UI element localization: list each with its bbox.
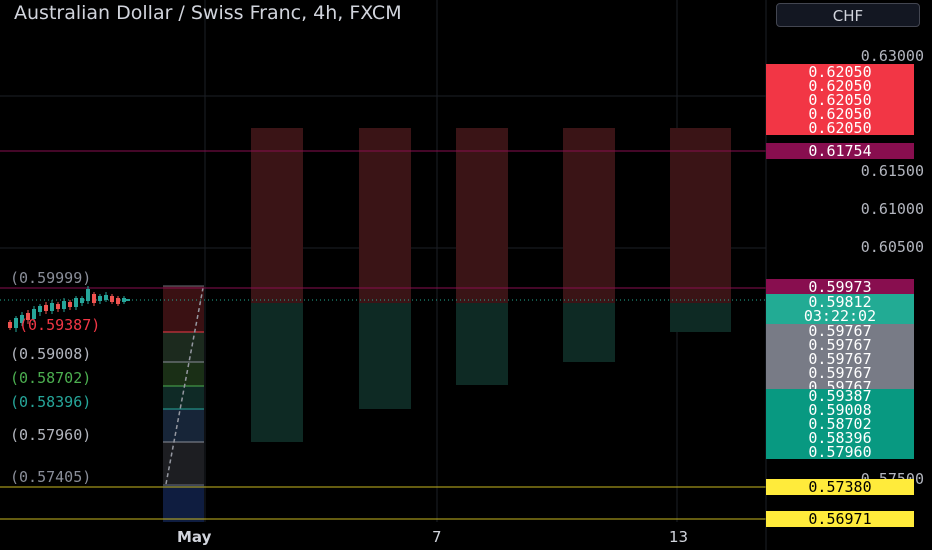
candle-body	[80, 298, 84, 303]
price-tag-59973: 0.59973	[766, 279, 914, 295]
candles	[8, 286, 130, 332]
candle-body	[74, 298, 78, 307]
level-label: (0.59008)	[10, 345, 92, 363]
price-tag: 0.59767	[808, 336, 872, 354]
red-zone	[359, 128, 411, 303]
red-zone	[251, 128, 303, 303]
price-tag: 0.62050	[808, 105, 872, 123]
green-zone	[563, 303, 615, 362]
price-tag-61754: 0.61754	[766, 143, 914, 159]
time-label-may: May	[177, 528, 212, 546]
candle-body	[110, 296, 114, 302]
price-tag-green-stack: 0.59387 0.59008 0.58702 0.58396 0.57960	[766, 387, 914, 461]
box-band	[163, 409, 204, 442]
price-tag: 0.59387	[808, 387, 872, 405]
price-tag: 0.62050	[808, 63, 872, 81]
price-tag: 0.58396	[808, 429, 872, 447]
level-label: (0.58396)	[10, 393, 92, 411]
axis-label: 0.60500	[860, 238, 924, 256]
price-tag: 0.57960	[808, 443, 872, 461]
level-label: (0.58702)	[10, 369, 92, 387]
candle-body	[104, 295, 108, 300]
candle-body	[20, 315, 24, 323]
red-zone	[563, 128, 615, 303]
red-zone	[670, 128, 731, 303]
candle-body	[126, 299, 130, 301]
candle-body	[44, 305, 48, 311]
price-tag-56971: 0.56971	[766, 511, 914, 527]
price-tag: 0.62050	[808, 119, 872, 137]
candle-body	[56, 304, 60, 309]
green-zone	[359, 303, 411, 409]
chart-title: Australian Dollar / Swiss Franc, 4h, FXC…	[14, 2, 402, 24]
price-tag: 0.59767	[808, 364, 872, 382]
trend-dashed-line	[165, 287, 204, 485]
box-band	[163, 286, 204, 332]
box-band	[163, 485, 204, 522]
level-label: (0.59999)	[10, 269, 92, 287]
price-tag-red-stack: 0.62050 0.62050 0.62050 0.62050 0.62050	[766, 63, 914, 137]
candle-body	[38, 306, 42, 312]
candle-body	[86, 289, 90, 301]
current-price-value: 0.59812	[808, 293, 872, 311]
time-label: 13	[669, 528, 689, 546]
candle-body	[122, 298, 126, 302]
zones	[251, 128, 731, 442]
price-tag: 0.59767	[808, 322, 872, 340]
candle-body	[98, 296, 102, 301]
green-zone	[670, 303, 731, 332]
price-lines	[0, 150, 766, 520]
price-tag: 0.62050	[808, 77, 872, 95]
candle-body	[32, 309, 36, 319]
price-tag-57380: 0.57380	[766, 479, 914, 495]
price-tag: 0.59767	[808, 350, 872, 368]
axis-label: 0.61000	[860, 200, 924, 218]
box-band	[163, 442, 204, 485]
level-box[interactable]	[163, 285, 204, 522]
price-tag-gray-stack: 0.59767 0.59767 0.59767 0.59767 0.59767	[766, 322, 914, 395]
box-band	[163, 386, 204, 409]
candle-body	[116, 298, 120, 304]
candle-body	[50, 303, 54, 311]
time-label: 7	[432, 528, 442, 546]
axis-label: 0.61500	[860, 162, 924, 180]
current-price-tag: 0.59812 03:22:02	[766, 294, 914, 324]
bar-countdown: 03:22:02	[803, 307, 877, 325]
candle-body	[92, 294, 96, 303]
level-label: (0.59387)	[19, 316, 101, 334]
green-zone	[456, 303, 508, 385]
box-band	[163, 362, 204, 386]
red-zone	[456, 128, 508, 303]
candle-body	[62, 301, 66, 309]
level-label: (0.57960)	[10, 426, 92, 444]
price-tag: 0.59008	[808, 401, 872, 419]
price-tag: 0.58702	[808, 415, 872, 433]
axis-label: 0.63000	[860, 47, 924, 65]
currency-button[interactable]: CHF	[776, 3, 920, 27]
candle-body	[68, 302, 72, 307]
box-band	[163, 332, 204, 362]
candle-body	[14, 318, 18, 328]
green-zone	[251, 303, 303, 442]
candle-body	[8, 322, 12, 328]
level-label: (0.57405)	[10, 468, 92, 486]
price-tag: 0.62050	[808, 91, 872, 109]
candle-body	[26, 313, 30, 320]
